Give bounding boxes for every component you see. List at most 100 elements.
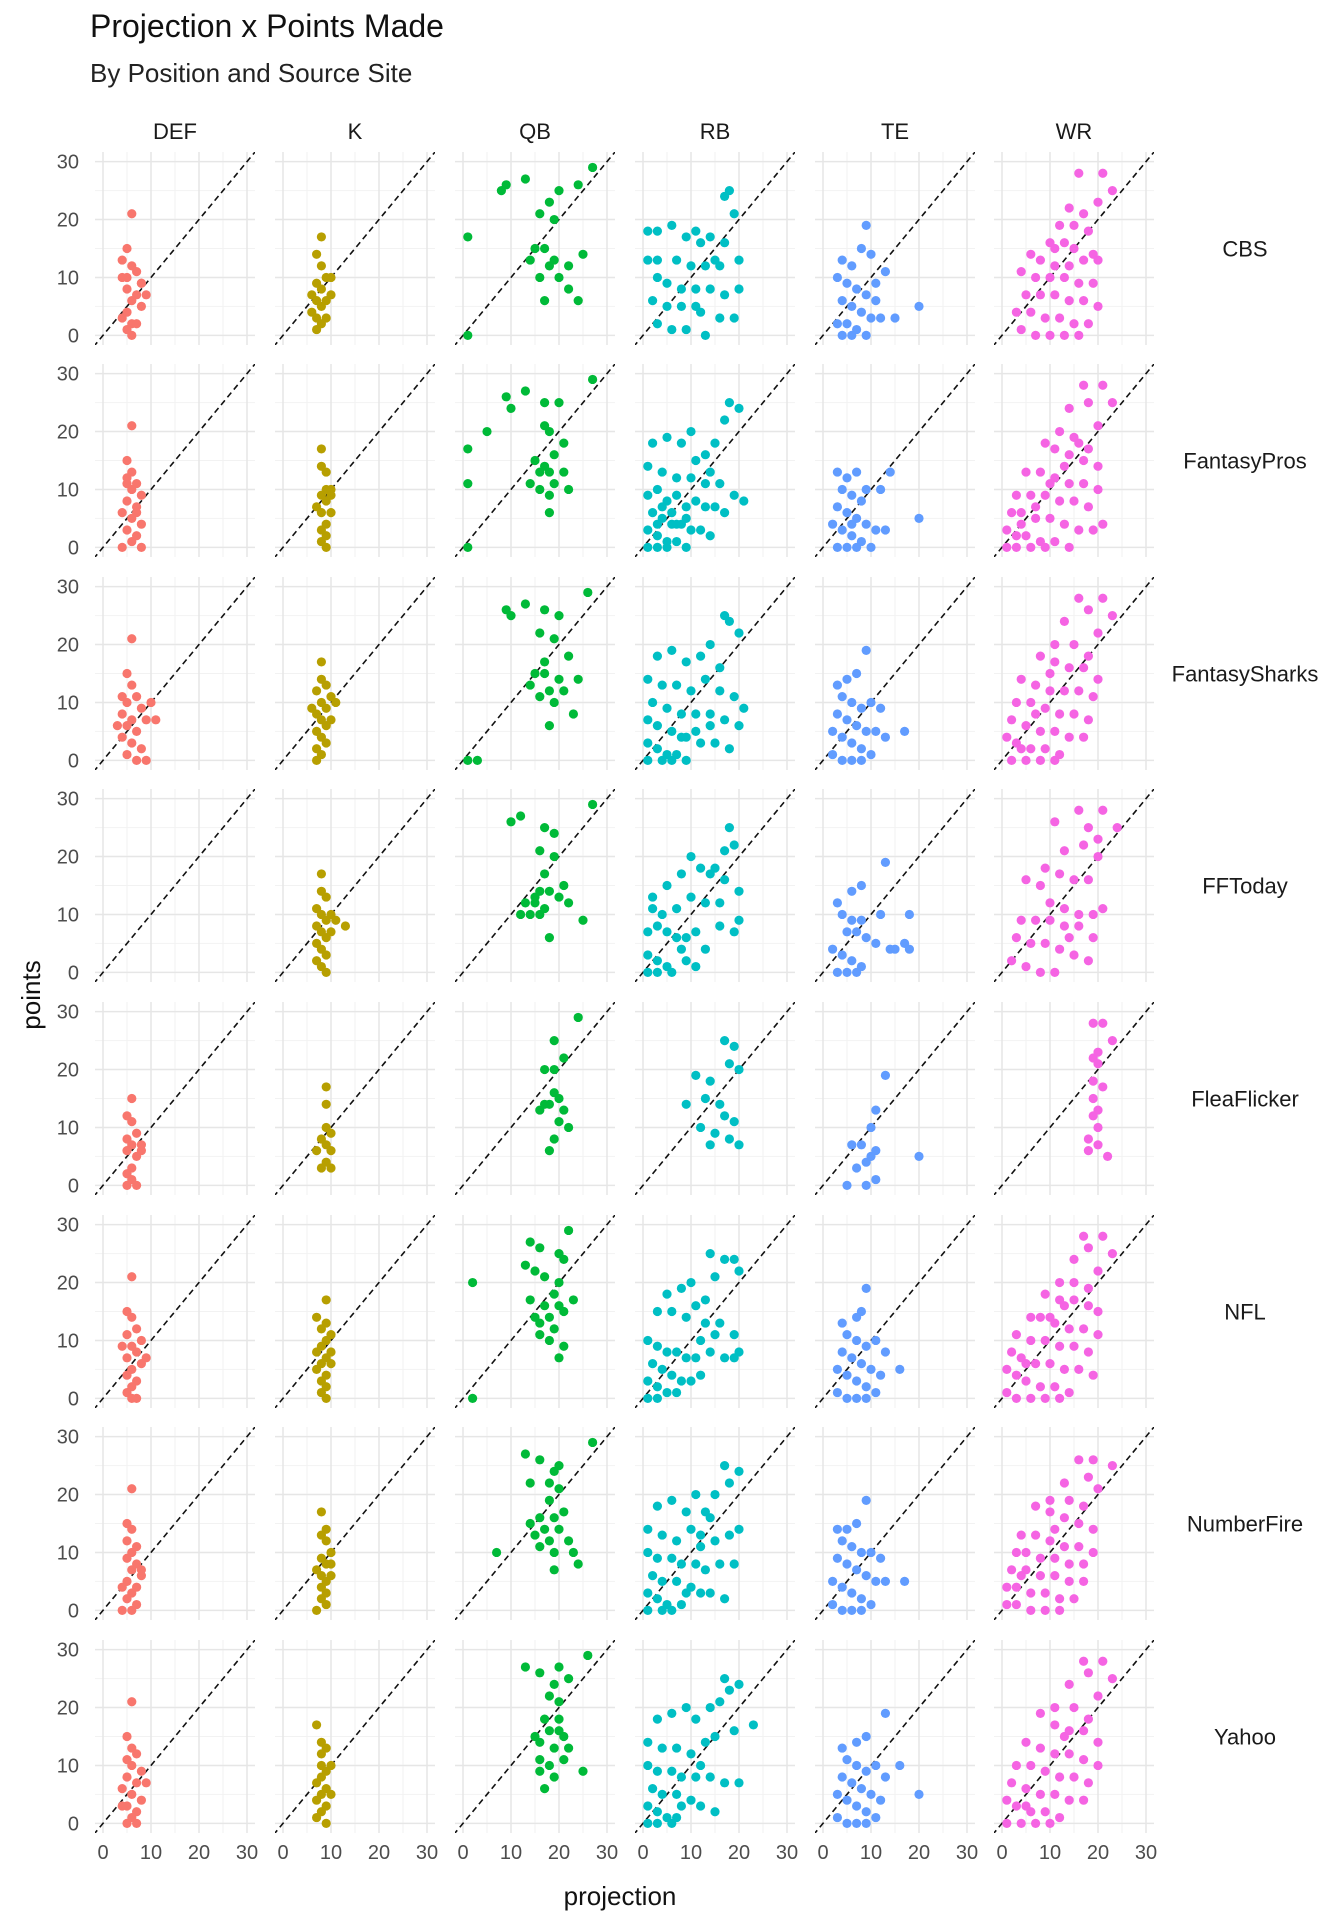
data-point [540,1784,550,1794]
data-point [852,1760,862,1771]
data-point [715,313,725,323]
data-point [1069,875,1079,885]
data-point [729,1559,739,1569]
data-point [127,1117,137,1127]
data-point [871,1105,881,1115]
data-point [667,1605,677,1615]
facet-column-label-qb: QB [519,119,551,144]
data-point [122,668,132,679]
data-point [1083,1347,1093,1357]
data-point [1002,1387,1012,1398]
data-point [1093,484,1103,495]
data-point [847,1542,857,1552]
data-point [724,744,735,754]
data-point [1064,1679,1074,1689]
data-point [852,1737,862,1747]
data-point [643,255,653,265]
data-point [667,755,677,765]
data-point [540,605,550,615]
data-point [1007,956,1017,966]
data-point [312,324,322,335]
data-point [1059,921,1069,931]
x-tick-label: 30 [416,1842,438,1864]
data-point [842,1559,852,1569]
data-point [662,432,672,442]
data-point [724,616,735,626]
data-point [1026,1393,1036,1403]
data-point [316,301,326,311]
panel-yahoo-qb: 0 10 20 30 [455,1640,618,1864]
data-point [652,921,663,931]
data-point [1079,1324,1089,1334]
data-point [720,1778,730,1788]
data-point [710,1731,720,1742]
data-point [568,709,579,719]
data-point [122,1330,132,1340]
y-tick-label: 0 [68,1813,79,1835]
data-point [1107,186,1117,196]
data-point [705,1513,715,1523]
data-point [127,209,137,219]
data-point [847,956,857,966]
data-point [1079,255,1089,265]
data-point [876,1370,886,1380]
panel-fleaflicker-k [275,1002,435,1195]
data-point [321,703,331,713]
data-point [1069,220,1079,230]
data-point [861,1807,871,1817]
data-point [842,1180,852,1190]
data-point [132,1749,142,1759]
data-point [321,1082,331,1092]
data-point [549,1324,559,1334]
data-point [861,1731,871,1742]
data-point [316,261,326,271]
data-point [136,301,146,311]
data-point [122,721,132,731]
data-point [715,663,725,673]
data-point [1045,1536,1055,1546]
data-point [866,542,876,552]
data-point [686,1749,696,1759]
data-point [146,697,156,708]
data-point [832,709,843,719]
data-point [705,531,715,541]
data-point [852,927,862,937]
data-point [652,272,663,283]
data-point [876,909,886,920]
data-point [871,1812,881,1823]
data-point [578,915,588,925]
data-point [681,513,691,524]
x-tick-label: 0 [457,1842,468,1864]
data-point [652,226,663,236]
data-point [852,1335,862,1346]
data-point [1021,1376,1031,1386]
data-point [876,1795,886,1805]
data-point [643,1335,653,1346]
data-point [1040,1393,1050,1403]
data-point [554,1484,564,1494]
data-point [321,892,331,902]
data-point [1031,915,1041,925]
data-point [326,490,336,500]
data-point [559,686,569,696]
x-tick-label: 20 [908,1842,930,1864]
reference-line-y-equals-x [275,152,435,345]
data-point [652,1553,663,1563]
data-point [648,508,658,518]
data-point [1016,1571,1026,1581]
data-point [705,1347,715,1357]
data-point [549,1466,559,1476]
data-point [724,1530,735,1540]
data-point [1021,1547,1031,1558]
panel-fleaflicker-qb [455,1002,615,1195]
data-point [696,1530,706,1540]
data-point [866,1599,876,1610]
data-point [729,1726,739,1736]
data-point [127,1524,137,1534]
data-point [667,1370,677,1380]
panel-cbs-rb [635,152,795,345]
data-point [1064,732,1074,742]
data-point [1021,721,1031,731]
data-point [681,755,691,765]
data-point [127,1272,137,1282]
